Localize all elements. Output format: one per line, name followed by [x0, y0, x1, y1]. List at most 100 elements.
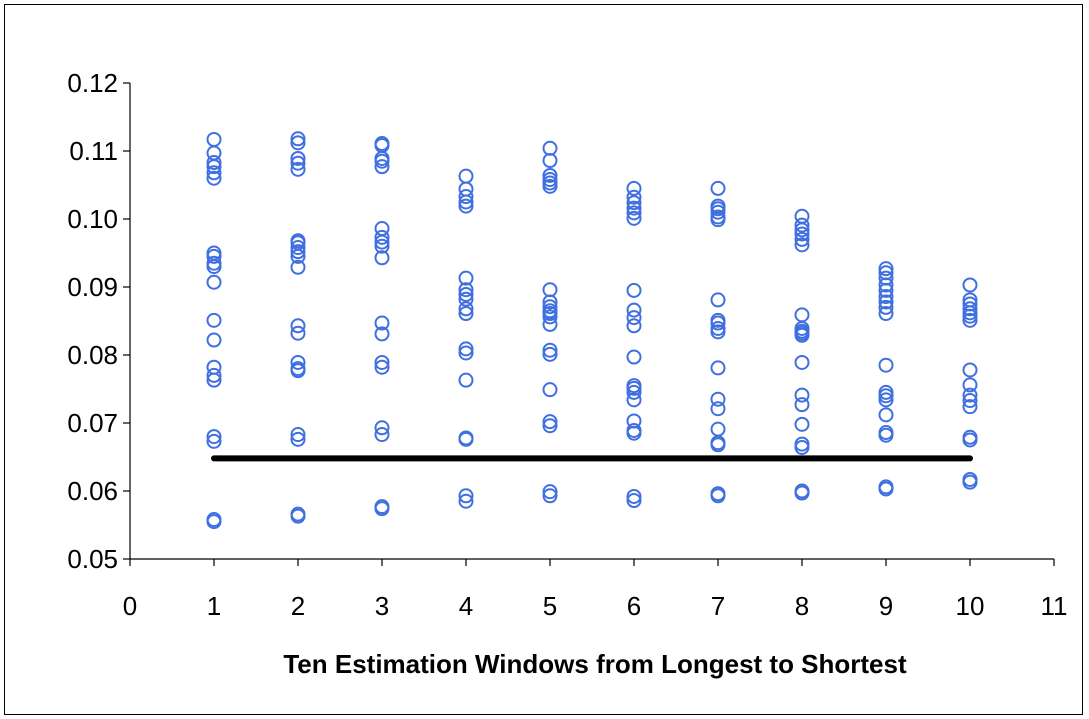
data-point	[290, 240, 306, 256]
data-point	[206, 274, 222, 290]
data-point	[710, 437, 726, 453]
data-point	[206, 514, 222, 530]
data-point	[710, 180, 726, 196]
data-point	[626, 189, 642, 205]
data-point	[626, 318, 642, 334]
data-point	[206, 259, 222, 275]
data-point	[626, 384, 642, 400]
data-point	[626, 195, 642, 211]
y-tick-label: 0.06	[67, 476, 118, 506]
data-point	[710, 360, 726, 376]
data-point	[206, 170, 222, 186]
data-point	[710, 391, 726, 407]
data-point	[878, 392, 894, 408]
data-point	[458, 493, 474, 509]
y-tick-label: 0.11	[69, 136, 118, 166]
data-point	[206, 429, 222, 445]
data-point	[962, 387, 978, 403]
data-point	[458, 270, 474, 286]
data-point	[458, 306, 474, 322]
data-point	[542, 282, 558, 298]
x-tick-label: 11	[1041, 591, 1068, 621]
data-point	[794, 354, 810, 370]
data-point	[206, 159, 222, 175]
data-point	[794, 416, 810, 432]
data-point	[374, 354, 390, 370]
x-tick-label: 4	[459, 591, 473, 621]
data-point	[374, 238, 390, 254]
data-point	[626, 349, 642, 365]
data-point	[626, 200, 642, 216]
data-point	[962, 277, 978, 293]
y-tick-label: 0.12	[67, 68, 118, 98]
data-point	[374, 229, 390, 245]
x-tick-label: 8	[795, 591, 809, 621]
axes	[123, 82, 1055, 566]
data-point	[626, 380, 642, 396]
data-point	[626, 180, 642, 196]
data-point	[878, 282, 894, 298]
data-point	[878, 277, 894, 293]
data-point	[290, 135, 306, 151]
data-point	[290, 259, 306, 275]
data-point	[458, 198, 474, 214]
data-point	[542, 167, 558, 183]
data-point	[794, 485, 810, 501]
data-point	[626, 302, 642, 318]
x-tick-label: 2	[291, 591, 305, 621]
data-point	[710, 212, 726, 228]
data-point	[458, 341, 474, 357]
data-point	[710, 204, 726, 220]
x-tick-label: 3	[375, 591, 389, 621]
data-point	[290, 161, 306, 177]
data-point	[962, 377, 978, 393]
y-tick-label: 0.09	[67, 272, 118, 302]
data-point	[710, 324, 726, 340]
data-point	[962, 312, 978, 328]
tick-labels: 0.05 0.06 0.07 0.08 0.09 0.10 0.11 0.12 0 1 2 3 4 5 6 7…	[67, 68, 1067, 621]
data-point	[374, 234, 390, 250]
data-point	[458, 488, 474, 504]
data-point	[374, 250, 390, 266]
data-point	[794, 237, 810, 253]
data-point	[878, 388, 894, 404]
data-point	[962, 301, 978, 317]
data-point	[458, 372, 474, 388]
data-point	[290, 354, 306, 370]
data-point	[962, 362, 978, 378]
data-point	[542, 414, 558, 430]
data-points	[206, 131, 978, 530]
data-point	[290, 155, 306, 171]
data-point	[542, 342, 558, 358]
data-point	[206, 312, 222, 328]
data-point	[374, 159, 390, 175]
x-tick-label: 0	[123, 591, 137, 621]
data-point	[374, 420, 390, 436]
data-point	[878, 407, 894, 423]
data-point	[878, 357, 894, 373]
data-point	[794, 231, 810, 247]
data-point	[878, 427, 894, 443]
data-point	[710, 315, 726, 331]
data-point	[794, 439, 810, 455]
data-point	[794, 226, 810, 242]
data-point	[878, 289, 894, 305]
data-point	[794, 217, 810, 233]
data-point	[458, 286, 474, 302]
data-point	[878, 294, 894, 310]
y-tick-label: 0.07	[67, 408, 118, 438]
data-point	[962, 393, 978, 409]
data-point	[206, 433, 222, 449]
data-point	[374, 501, 390, 517]
data-point	[290, 325, 306, 341]
data-point	[878, 481, 894, 497]
y-tick-label: 0.08	[67, 340, 118, 370]
data-point	[794, 397, 810, 413]
data-point	[206, 332, 222, 348]
data-point	[626, 488, 642, 504]
data-point	[542, 309, 558, 325]
data-point	[374, 326, 390, 342]
data-point	[542, 346, 558, 362]
data-point	[374, 315, 390, 331]
